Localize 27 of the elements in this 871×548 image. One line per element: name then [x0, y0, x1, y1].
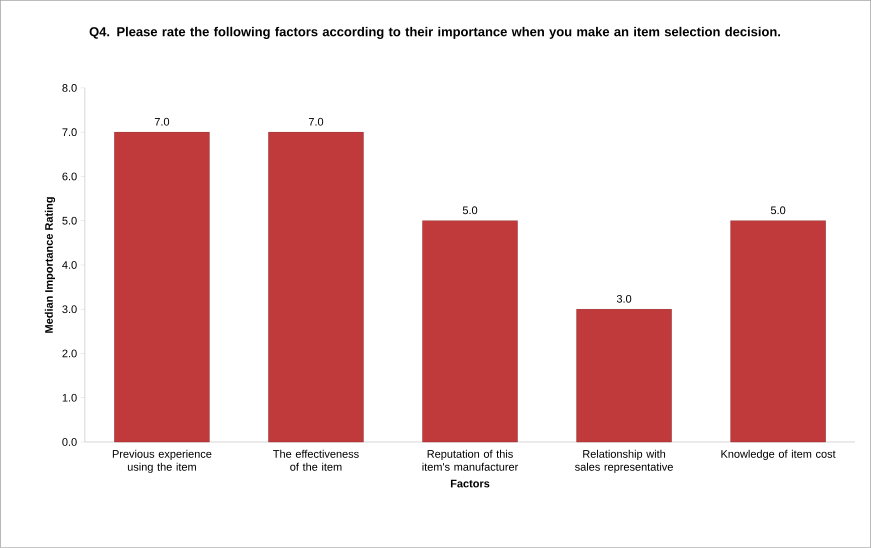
y-tick-label: 4.0 — [62, 261, 77, 269]
x-tick-label: Reputation of this item's manufacturer — [422, 450, 518, 471]
bar — [576, 309, 672, 442]
data-label: 7.0 — [308, 118, 324, 126]
bar — [268, 132, 364, 442]
y-tick-label: 8.0 — [62, 84, 77, 92]
bar — [114, 132, 210, 442]
chart-title: Q4. Please rate the following factors according to their importance when you make an item selection decision. — [90, 26, 780, 39]
bar — [730, 220, 826, 442]
data-label: 5.0 — [462, 206, 478, 214]
y-tick-label: 2.0 — [62, 350, 77, 358]
y-tick-label: 1.0 — [62, 394, 77, 402]
bar — [422, 220, 518, 442]
data-label: 5.0 — [770, 206, 786, 214]
data-label: 7.0 — [154, 118, 170, 126]
y-axis-title: Median Importance Rating — [44, 197, 56, 333]
y-tick-label: 5.0 — [62, 216, 77, 225]
y-tick-label: 7.0 — [62, 128, 77, 136]
y-tick-label: 6.0 — [62, 172, 77, 180]
y-tick-label: 3.0 — [62, 305, 77, 314]
x-tick-label: Relationship with sales representative — [575, 450, 673, 473]
x-axis-title: Factors — [450, 480, 490, 488]
y-tick-label: 0.0 — [62, 438, 77, 446]
x-tick-label: Previous experience using the item — [112, 450, 212, 473]
x-tick-label: Knowledge of item cost — [721, 450, 836, 460]
data-label: 3.0 — [616, 294, 632, 303]
x-tick-label: The effectiveness of the item — [273, 450, 359, 471]
